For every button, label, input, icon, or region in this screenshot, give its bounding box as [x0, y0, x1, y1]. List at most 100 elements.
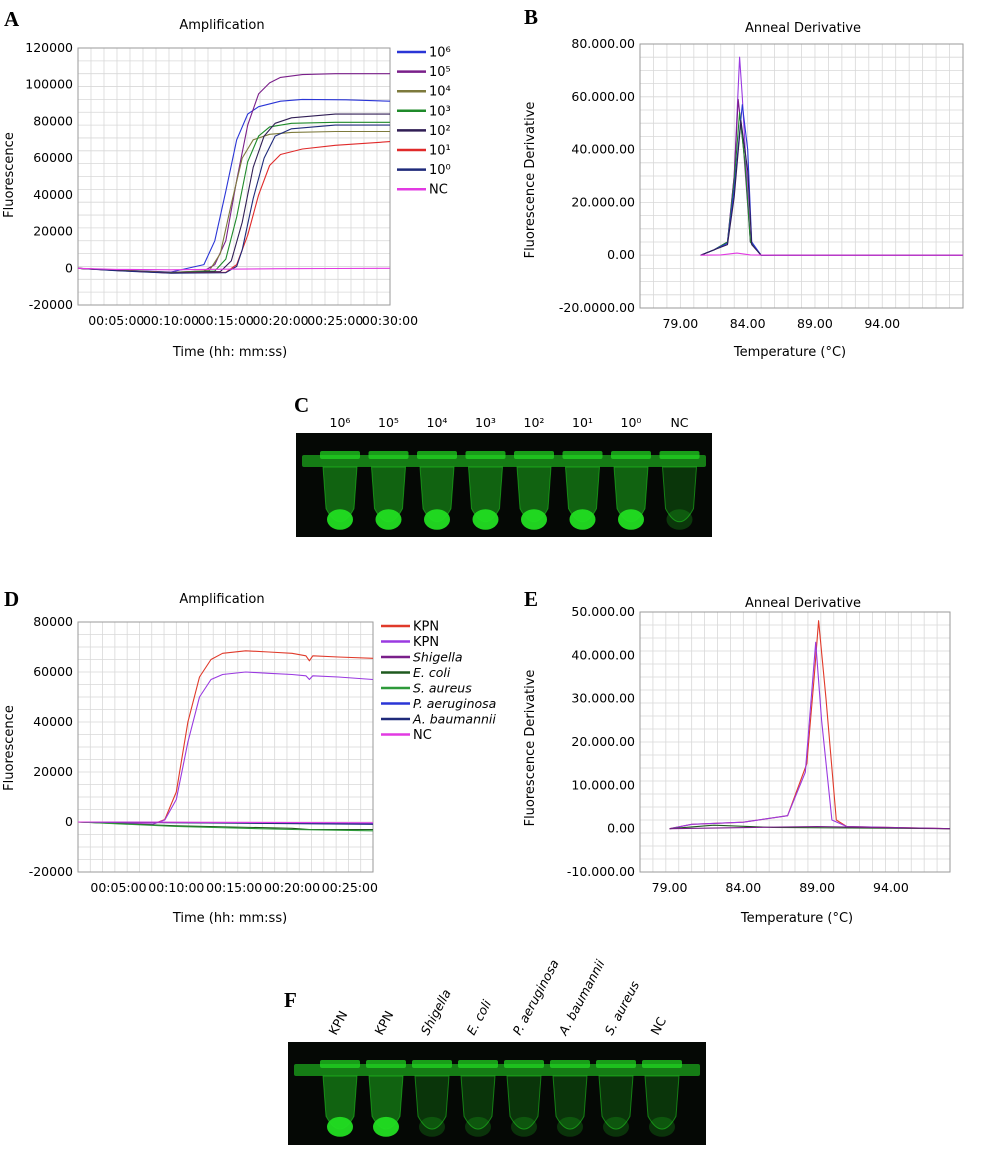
legend-label: S. aureus: [413, 681, 472, 696]
y-tick-label: 80000: [33, 614, 73, 629]
legend-label: 10¹: [429, 144, 451, 159]
legend-label: Shigella: [413, 650, 463, 665]
panel-d: D Amplification Fluorescence Time (hh: m…: [2, 587, 496, 926]
series-line: [77, 671, 374, 825]
tube-cap: [366, 1060, 406, 1068]
panel-d-letter: D: [4, 587, 19, 611]
y-tick-label: 80.000.00: [571, 36, 635, 51]
legend-label: NC: [429, 183, 448, 198]
tube-cap: [514, 451, 554, 459]
panel-b-title: Anneal Derivative: [745, 21, 861, 36]
y-tick-label: -20000: [29, 864, 73, 879]
x-tick-label: 00:15:00: [198, 313, 254, 328]
panel-b-xlabel: Temperature (°C): [733, 345, 846, 360]
panel-e-series: [669, 620, 951, 830]
lane-label: E. coli: [463, 997, 494, 1037]
plot-frame: [77, 47, 391, 306]
tube-5: [506, 1075, 542, 1130]
series-line: [77, 124, 390, 274]
series-line: [77, 267, 391, 271]
y-tick-label: 10.000.00: [571, 777, 635, 792]
panel-a-grid: [78, 48, 390, 305]
panel-a-legend: 10⁶ 10⁵ 10⁴ 10³ 10² 10¹ 10⁰ NC: [397, 46, 451, 198]
x-tick-label: 00:10:00: [148, 880, 204, 895]
tube-fluorescence: [511, 1116, 537, 1137]
y-tick-label: 100000: [25, 77, 73, 92]
lane-label: S. aureus: [601, 978, 642, 1037]
tube-cap: [412, 1060, 452, 1068]
tube-cap: [596, 1060, 636, 1068]
plot-frame: [639, 43, 964, 309]
legend-label: 10³: [429, 104, 451, 119]
tube-fluorescence: [465, 1116, 491, 1137]
series-line: [700, 120, 963, 256]
panel-b: B Anneal Derivative Fluorescence Derivat…: [523, 5, 964, 360]
tube-cap: [504, 1060, 544, 1068]
series-line: [77, 821, 374, 832]
panel-b-ylabel: Fluorescence Derivative: [523, 102, 538, 259]
x-tick-label: 00:15:00: [206, 880, 262, 895]
x-tick-label: 00:20:00: [252, 313, 308, 328]
gel-photo-background: [296, 433, 712, 537]
y-tick-label: 0.00: [607, 247, 635, 262]
x-tick-label: 79.00: [652, 880, 688, 895]
y-tick-label: 40000: [33, 714, 73, 729]
tube-7: [598, 1075, 634, 1130]
x-tick-label: 00:30:00: [362, 313, 418, 328]
panel-a-ylabel: Fluorescence: [2, 132, 17, 218]
y-tick-label: 20000: [33, 764, 73, 779]
tube-fluorescence: [424, 509, 450, 530]
x-tick-label: 00:25:00: [307, 313, 363, 328]
series-line: [669, 824, 951, 830]
series-line: [669, 825, 951, 830]
series-line: [700, 56, 963, 256]
x-tick-label: 94.00: [873, 880, 909, 895]
y-tick-label: 50.000.00: [571, 604, 635, 619]
tube-cap: [320, 451, 360, 459]
y-tick-label: 60.000.00: [571, 89, 635, 104]
y-tick-label: 30.000.00: [571, 691, 635, 706]
lane-label: A. baumannii: [555, 957, 608, 1039]
y-tick-label: 20.000.00: [571, 194, 635, 209]
lane-label: P. aeruginosa: [509, 957, 561, 1038]
panel-a-xlabel: Time (hh: mm:ss): [172, 345, 287, 360]
legend-label: KPN: [413, 620, 439, 635]
tube-fluorescence: [521, 509, 547, 530]
lane-label: Shigella: [417, 987, 454, 1038]
panel-b-grid: [640, 44, 963, 308]
panel-e-xlabel: Temperature (°C): [740, 911, 853, 926]
lane-label: 10⁵: [378, 415, 399, 430]
tube-cap: [320, 1060, 360, 1068]
legend-label: 10⁶: [429, 46, 451, 61]
x-tick-label: 89.00: [799, 880, 835, 895]
y-tick-label: 80000: [33, 113, 73, 128]
legend-label: A. baumannii: [412, 712, 496, 727]
y-tick-label: 20.000.00: [571, 734, 635, 749]
y-tick-label: 40.000.00: [571, 142, 635, 157]
panel-a: A Amplification Fluorescence Time (hh: m…: [2, 7, 451, 360]
tube-fluorescence: [419, 1116, 445, 1137]
tube-cap: [642, 1060, 682, 1068]
tube-fluorescence: [327, 1116, 353, 1137]
legend-label: 10⁴: [429, 85, 451, 100]
panel-a-title: Amplification: [179, 18, 264, 33]
tube-6: [552, 1075, 588, 1130]
lane-label: 10⁶: [330, 415, 351, 430]
x-tick-label: 00:20:00: [264, 880, 320, 895]
y-tick-label: 0: [65, 814, 73, 829]
gel-photo-background: [288, 1042, 706, 1145]
panel-d-grid: [78, 622, 373, 872]
tube-fluorescence: [557, 1116, 583, 1137]
legend-label: 10⁰: [429, 163, 451, 178]
tube-cap: [550, 1060, 590, 1068]
y-tick-label: 0.00: [607, 821, 635, 836]
lane-label: NC: [670, 415, 688, 430]
x-tick-label: 00:05:00: [90, 880, 146, 895]
panel-d-ylabel: Fluorescence: [2, 705, 17, 791]
panel-a-letter: A: [4, 7, 20, 31]
panel-a-series: [77, 73, 391, 274]
y-tick-label: -10.000.00: [567, 864, 635, 879]
panel-e-letter: E: [524, 587, 538, 611]
